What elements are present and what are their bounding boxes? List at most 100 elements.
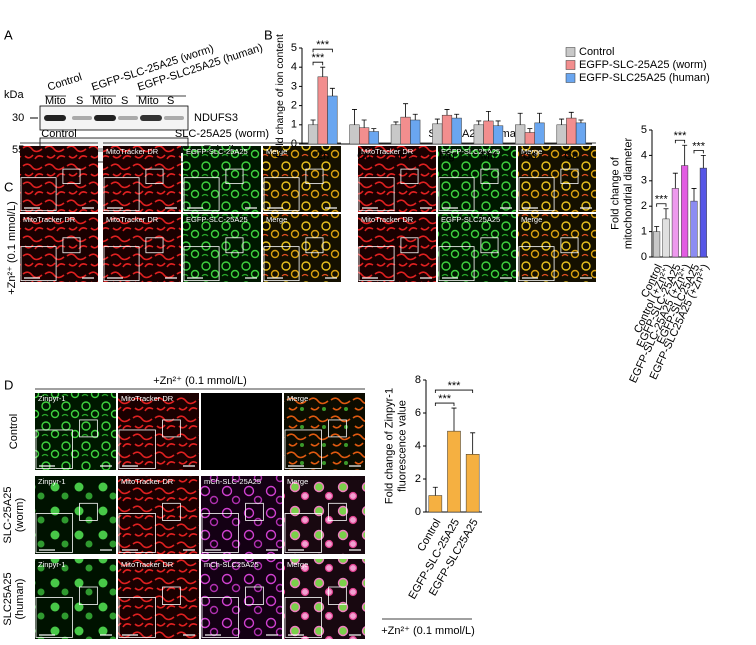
micrograph: MitoTracker DR [118,559,199,639]
image-label: MitoTracker DR [121,560,174,569]
row-label: (worm) [14,498,26,532]
micrograph: Zinpyr-1 [35,476,116,554]
bar [447,430,461,513]
zoom-box [62,168,81,185]
y-tick-label: 0 [291,138,297,150]
inset [263,246,300,282]
zoom-box [400,237,419,254]
bar [327,95,338,145]
inset [518,177,555,212]
error-bar [517,112,523,125]
error-bar [527,128,533,133]
bar [428,495,443,513]
y-tick-label: 5 [291,42,297,54]
image-label: MitoTracker DR [121,394,174,403]
micrograph [201,393,282,470]
inset [183,246,220,282]
bar [575,122,587,145]
bar [699,167,707,258]
zoom-box [62,237,81,254]
inset [103,177,140,212]
bar [653,231,661,258]
x-tick-label: Mg [439,150,454,162]
x-tick-label: Mn [481,150,496,162]
inset [118,513,156,553]
error-bar [663,208,669,219]
y-tick-label: 6 [415,407,421,419]
image-label: Merge [287,560,308,569]
x-tick-label: Ca [564,150,579,162]
micrograph: Zinpyr-1 [35,559,116,639]
image-label: MitoTracker DR [106,147,159,156]
micrograph: EGFP-SLC25A25 [438,214,516,282]
bar [441,114,453,145]
significance: *** [655,194,669,206]
bar [524,132,535,145]
inset [358,177,395,212]
zoom-box [79,419,98,438]
bracket [693,150,704,154]
panel-letter: A [4,27,13,42]
band-label: NDUFS3 [194,112,238,124]
error-bar [361,119,367,128]
y-tick-label: 2 [641,200,647,212]
micrograph: Merge [518,146,596,212]
y-tick-label: 0 [641,251,647,263]
micrograph: Merge [284,559,365,639]
y-tick-label: 3 [641,175,647,187]
image-label: mCh-SLC25A25 [204,560,259,569]
row-label: SLC25A25 [2,572,14,625]
bar [566,117,577,145]
bar [317,76,328,145]
micrograph: Merge [284,476,365,554]
micrograph: EGFP-SLC-25A25 [183,214,261,282]
inset [263,177,300,212]
panel-letter: D [4,377,13,392]
inset [201,513,239,553]
y-tick-label: 4 [415,440,421,452]
error-bar [672,172,678,189]
bracket [434,402,455,407]
y-axis-label: Fold change of Zinpyr-1 [383,388,395,504]
y-tick-label: 1 [641,226,647,238]
error-bar [310,119,316,125]
micrograph: MitoTracker DR [103,214,181,282]
bar [400,116,411,145]
y-tick-label: 8 [415,374,421,386]
zoom-box [162,502,181,521]
y-tick-label: 2 [291,100,297,112]
y-tick-label: 4 [641,149,647,161]
bar [556,124,567,145]
image-label: EGFP-SLC25A25 [441,147,500,156]
y-tick-label: 1 [291,119,297,131]
bar [410,119,421,145]
inset [118,597,156,638]
bar [493,125,504,145]
error-bar [578,119,584,123]
bar [473,124,484,145]
error-bar [700,155,706,169]
image-label: MitoTracker DR [121,477,174,486]
zoom-box [145,237,164,254]
zoom-box [162,419,181,438]
x-tick-label: Cu [357,150,371,162]
significance: *** [674,130,688,142]
error-bar [371,128,377,132]
panel-header: +Zn²⁺ (0.1 mmol/L) [153,375,247,387]
bar [483,120,494,145]
micrograph: EGFP-SLC-25A25 [183,146,261,212]
bar [432,123,443,145]
error-bar [454,113,460,119]
zoom-box [162,586,181,606]
micrograph: MitoTracker DR [118,393,199,470]
image [201,393,282,470]
image-label: Merge [287,394,308,403]
error-bar [559,118,565,125]
micrograph: Merge [518,214,596,282]
bar [662,218,670,258]
bar [307,124,319,145]
zoom-box [245,586,264,606]
error-bar [476,120,482,125]
inset [518,246,555,282]
fraction-label: S [167,95,174,107]
